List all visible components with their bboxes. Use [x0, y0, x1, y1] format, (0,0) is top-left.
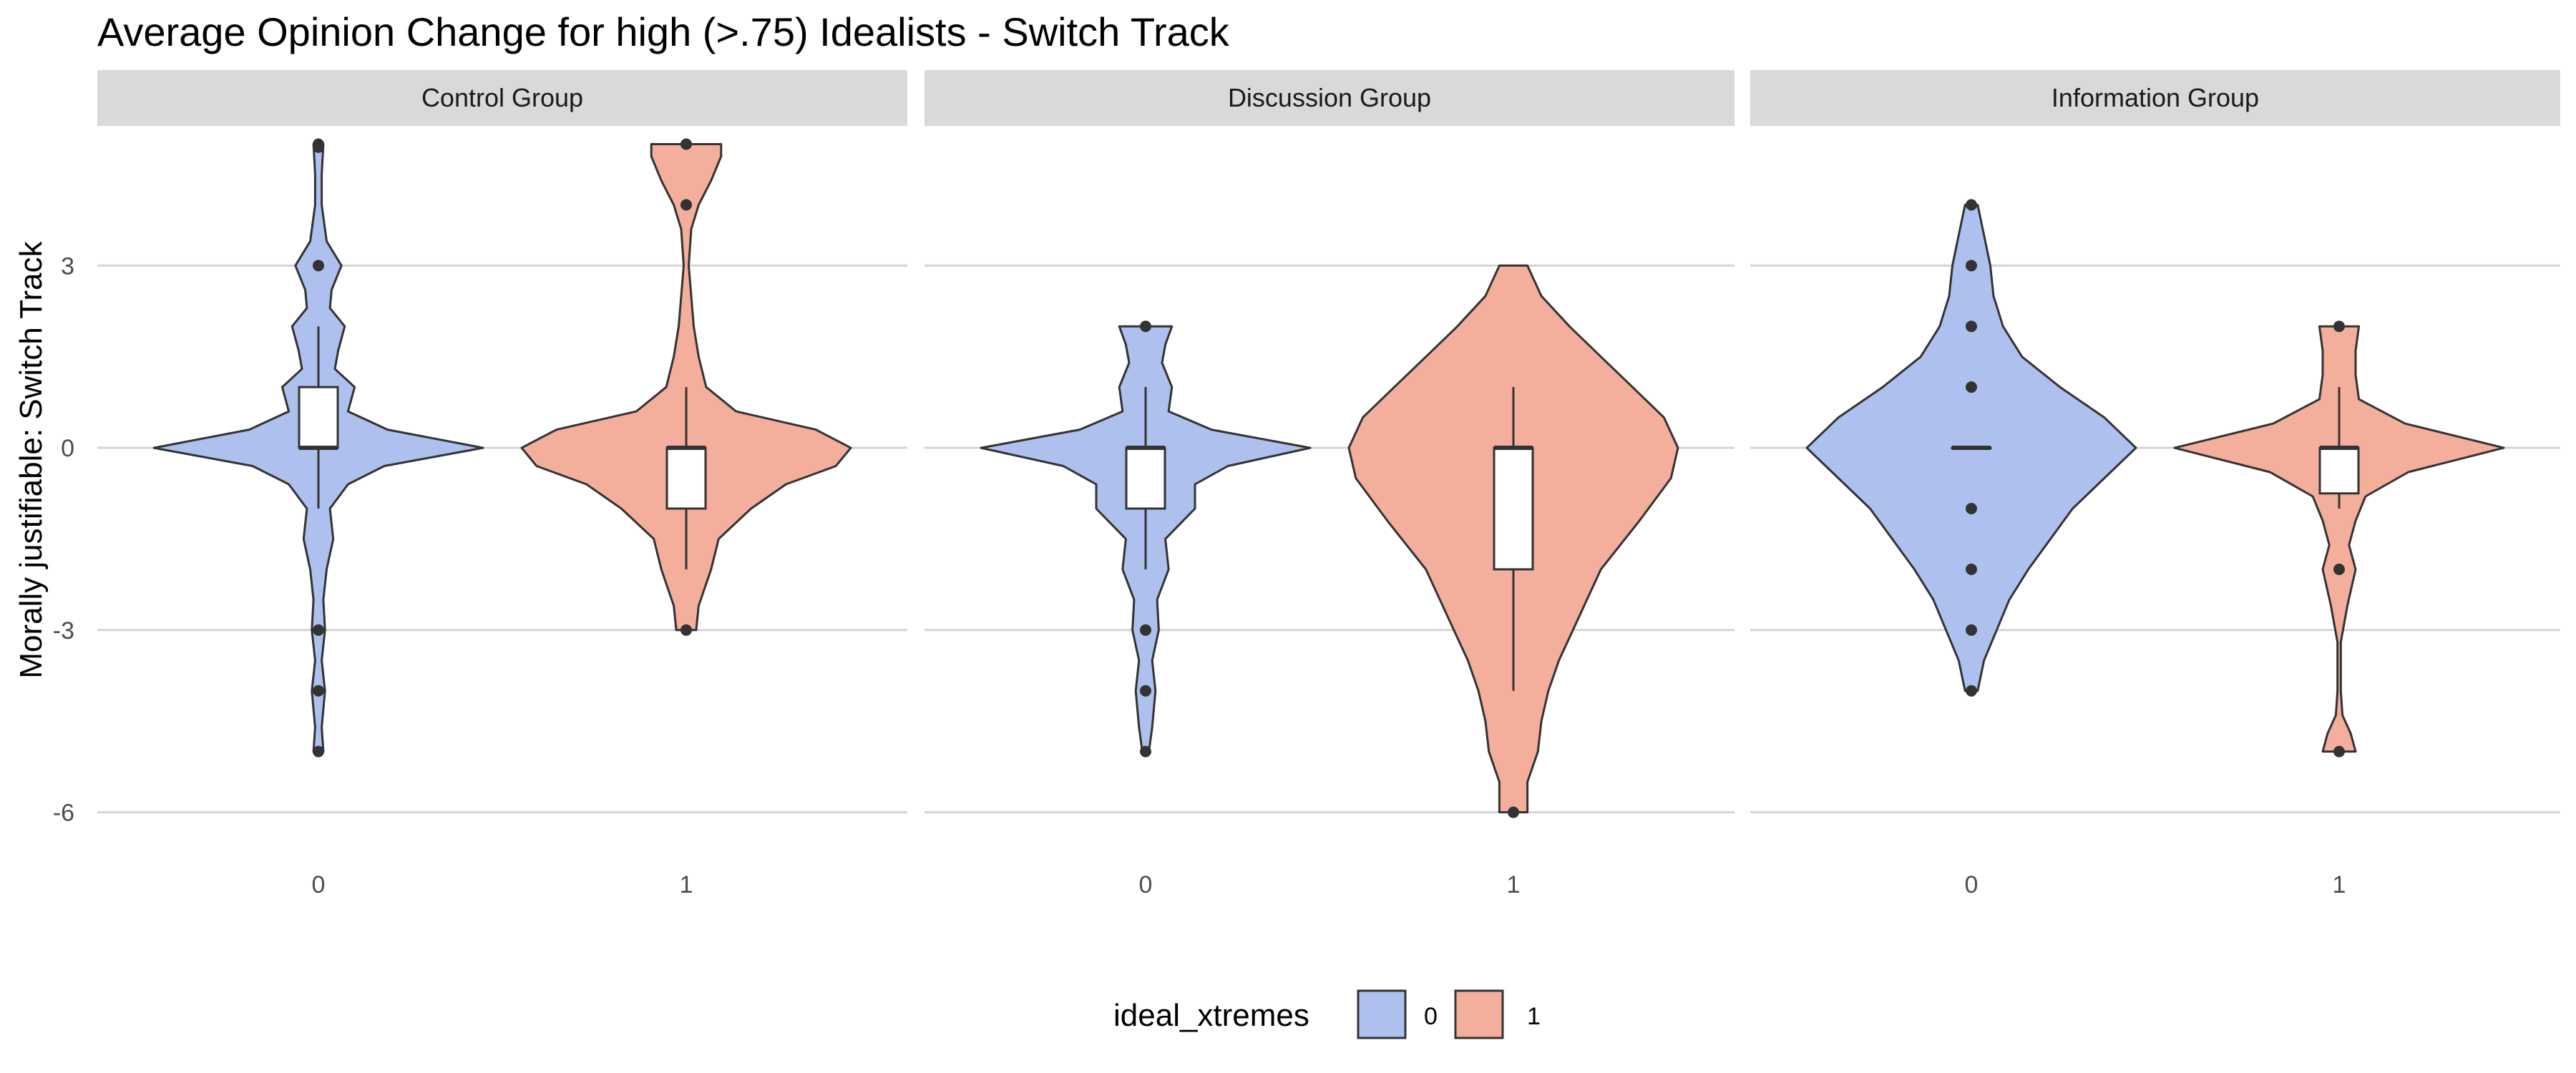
outlier-point: [1140, 745, 1151, 758]
outlier-point: [680, 199, 692, 211]
legend-key-0: [1357, 989, 1407, 1039]
outlier-point: [680, 624, 692, 636]
outlier-point: [1966, 320, 1977, 333]
facet-panel: Discussion Group 0 1: [924, 70, 1735, 898]
facet-panel: Control Group 0 1: [97, 70, 907, 898]
outlier-point: [1966, 685, 1977, 697]
outlier-point: [1966, 199, 1977, 211]
facet-strip-label: Control Group: [421, 83, 583, 112]
y-axis-label: Morally justifiable: Switch Track: [14, 240, 49, 678]
outlier-point: [313, 624, 324, 636]
box: [1493, 446, 1534, 571]
y-tick-label: -3: [53, 617, 74, 645]
legend-key-1: [1454, 989, 1504, 1039]
legend-label-0: 0: [1424, 1003, 1438, 1030]
box: [298, 386, 339, 449]
outlier-point: [1966, 260, 1977, 272]
box: [1125, 446, 1166, 510]
violin: [2173, 325, 2505, 753]
outlier-point: [313, 745, 324, 758]
legend-title: ideal_xtremes: [1113, 998, 1309, 1033]
outlier-point: [2333, 320, 2345, 333]
x-tick-label: 1: [680, 871, 693, 898]
facet-panel: Information Group 0 1: [1750, 70, 2560, 898]
facet-strip-label: Information Group: [2051, 83, 2259, 112]
outlier-point: [1966, 624, 1977, 636]
legend-label-1: 1: [1527, 1003, 1541, 1030]
x-tick-label: 1: [1507, 871, 1521, 898]
outlier-point: [313, 685, 324, 697]
outlier-point: [2333, 563, 2345, 575]
outlier-point: [313, 141, 324, 153]
facet-strip: [1750, 70, 2560, 126]
outlier-point: [1966, 502, 1977, 514]
outlier-point: [313, 260, 324, 272]
facet-strip: [924, 70, 1735, 126]
outlier-point: [680, 138, 692, 150]
outlier-point: [1508, 806, 1519, 818]
facet-strip: [97, 70, 907, 126]
y-tick-label: 3: [61, 253, 74, 280]
x-tick-label: 0: [312, 871, 326, 898]
y-tick-label: -6: [53, 800, 74, 827]
box: [2318, 446, 2360, 495]
outlier-point: [1966, 563, 1977, 575]
x-tick-label: 0: [1139, 871, 1153, 898]
box: [665, 446, 707, 510]
legend: ideal_xtremes 0 1: [1113, 989, 1541, 1039]
outlier-point: [1966, 381, 1977, 393]
outlier-point: [1140, 624, 1151, 636]
outlier-point: [1140, 320, 1151, 333]
x-tick-label: 0: [1965, 871, 1979, 898]
y-tick-label: 0: [61, 435, 74, 462]
facet-strip-label: Discussion Group: [1228, 83, 1431, 112]
x-tick-label: 1: [2333, 871, 2346, 898]
chart-title: Average Opinion Change for high (>.75) I…: [97, 9, 1230, 54]
outlier-point: [2333, 745, 2345, 758]
outlier-point: [1140, 685, 1151, 697]
